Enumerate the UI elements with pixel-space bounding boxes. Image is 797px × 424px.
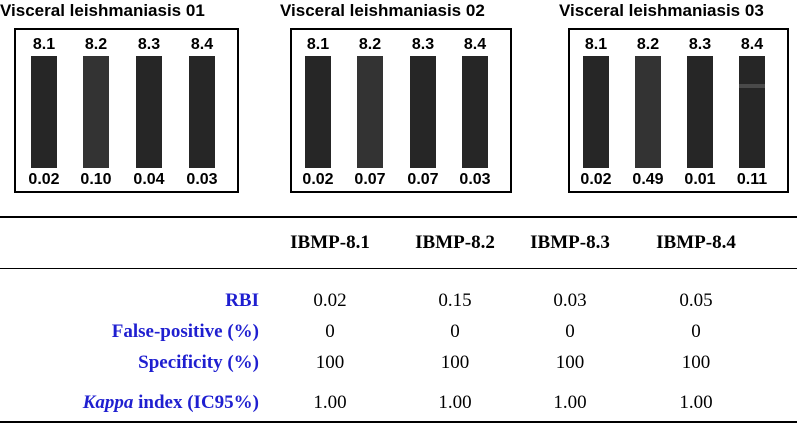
strip-label: 8.4 <box>463 36 487 53</box>
strip-value: 0.02 <box>580 171 612 188</box>
test-strip <box>189 56 215 168</box>
test-strip <box>305 56 331 168</box>
table-cell: 100 <box>315 352 345 373</box>
column-header: IBMP-8.2 <box>415 232 495 253</box>
strip-value: 0.02 <box>302 171 334 188</box>
strip-label: 8.3 <box>411 36 435 53</box>
strip-label: 8.4 <box>740 36 764 53</box>
table-cell: 0.05 <box>679 290 713 311</box>
panel-2-title: Visceral leishmaniasis 02 <box>280 1 485 20</box>
table-cell: 0 <box>450 321 460 342</box>
row-label-specificity: Specificity (%) <box>138 352 259 373</box>
table-bottom-rule <box>0 421 797 423</box>
strip-value: 0.03 <box>186 171 218 188</box>
panel-1-strip-image: 8.1 8.2 8.3 8.4 0.02 0.10 0.04 0.03 <box>14 28 239 193</box>
table-cell: 1.00 <box>553 392 587 413</box>
column-header: IBMP-8.4 <box>656 232 736 253</box>
row-label-rbi: RBI <box>225 290 259 311</box>
table-cell: 0.03 <box>553 290 587 311</box>
strip-value: 0.04 <box>133 171 165 188</box>
strip-value: 0.49 <box>632 171 664 188</box>
strip-label: 8.1 <box>32 36 56 53</box>
table-cell: 0 <box>691 321 701 342</box>
test-strip <box>83 56 109 168</box>
strip-value: 0.10 <box>80 171 112 188</box>
test-strip <box>410 56 436 168</box>
test-strip <box>462 56 488 168</box>
row-label-kappa-rest: index (IC95%) <box>133 392 259 413</box>
strip-label: 8.3 <box>688 36 712 53</box>
strip-label: 8.1 <box>584 36 608 53</box>
strip-label: 8.2 <box>358 36 382 53</box>
table-cell: 0.02 <box>313 290 347 311</box>
test-strip <box>357 56 383 168</box>
table-header-rule <box>0 268 797 269</box>
table-cell: 100 <box>555 352 585 373</box>
table-top-rule <box>0 216 797 218</box>
strip-value: 0.02 <box>28 171 60 188</box>
column-header: IBMP-8.1 <box>290 232 370 253</box>
strip-value: 0.07 <box>354 171 386 188</box>
table-cell: 0 <box>565 321 575 342</box>
table-cell: 1.00 <box>313 392 347 413</box>
test-strip <box>739 56 765 168</box>
test-strip <box>583 56 609 168</box>
strip-value: 0.01 <box>684 171 716 188</box>
panel-3-strip-image: 8.1 8.2 8.3 8.4 0.02 0.49 0.01 0.11 <box>568 28 789 193</box>
strip-label: 8.2 <box>636 36 660 53</box>
test-strip <box>635 56 661 168</box>
strip-value: 0.07 <box>407 171 439 188</box>
strip-value: 0.11 <box>736 171 768 188</box>
test-strip <box>687 56 713 168</box>
strip-label: 8.2 <box>84 36 108 53</box>
strip-value: 0.03 <box>459 171 491 188</box>
strip-label: 8.4 <box>190 36 214 53</box>
table-cell: 1.00 <box>438 392 472 413</box>
panel-3-title: Visceral leishmaniasis 03 <box>559 1 764 20</box>
row-label-kappa-italic: Kappa <box>82 392 134 413</box>
strip-label: 8.1 <box>306 36 330 53</box>
table-cell: 0 <box>325 321 335 342</box>
table-cell: 1.00 <box>679 392 713 413</box>
table-cell: 100 <box>681 352 711 373</box>
panel-2-strip-image: 8.1 8.2 8.3 8.4 0.02 0.07 0.07 0.03 <box>290 28 512 193</box>
strip-label: 8.3 <box>137 36 161 53</box>
row-label-false-positive: False-positive (%) <box>111 321 259 342</box>
table-cell: 100 <box>440 352 470 373</box>
test-band <box>739 84 765 88</box>
panel-1-title: Visceral leishmaniasis 01 <box>0 1 205 20</box>
test-strip <box>136 56 162 168</box>
table-cell: 0.15 <box>438 290 472 311</box>
column-header: IBMP-8.3 <box>530 232 610 253</box>
test-strip <box>31 56 57 168</box>
row-label-kappa: Kappa index (IC95%) <box>83 390 259 416</box>
